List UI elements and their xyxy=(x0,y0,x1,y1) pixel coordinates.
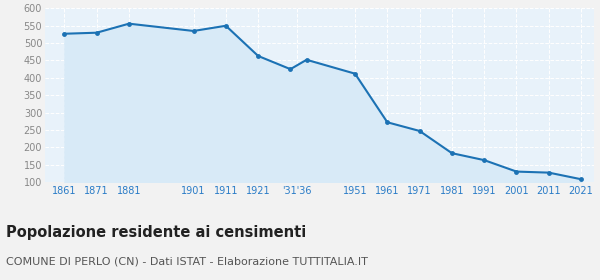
Text: COMUNE DI PERLO (CN) - Dati ISTAT - Elaborazione TUTTITALIA.IT: COMUNE DI PERLO (CN) - Dati ISTAT - Elab… xyxy=(6,256,368,266)
Text: Popolazione residente ai censimenti: Popolazione residente ai censimenti xyxy=(6,225,306,241)
